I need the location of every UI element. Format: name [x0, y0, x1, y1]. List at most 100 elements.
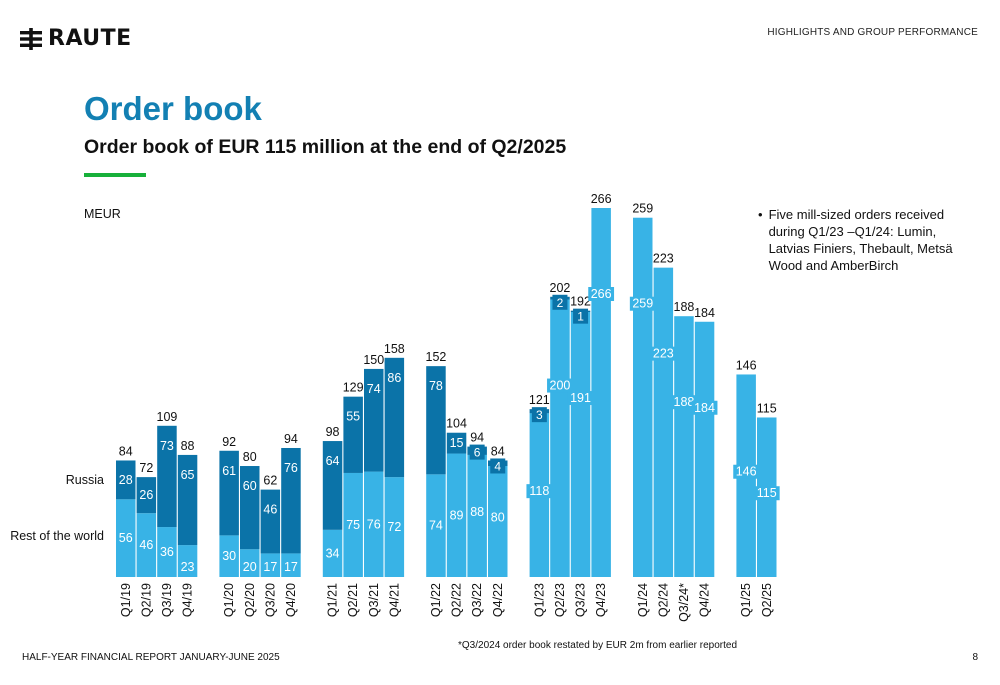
- category-label-7: Q4/20: [284, 583, 298, 617]
- russia-label-13: 15: [450, 436, 464, 450]
- bar-rest-19: [591, 208, 611, 577]
- russia-label-3: 65: [181, 468, 195, 482]
- russia-label-7: 76: [284, 461, 298, 475]
- total-label-17: 202: [550, 281, 571, 295]
- category-label-1: Q2/19: [139, 583, 153, 617]
- page-subtitle: Order book of EUR 115 million at the end…: [84, 136, 567, 158]
- raute-logo: RAUTE: [20, 26, 132, 51]
- total-label-18: 192: [570, 295, 591, 309]
- total-label-21: 223: [653, 252, 674, 266]
- russia-label-4: 61: [222, 464, 236, 478]
- total-label-7: 94: [284, 432, 298, 446]
- category-label-4: Q1/20: [222, 583, 236, 617]
- category-label-22: Q3/24*: [677, 583, 691, 622]
- page-title: Order book: [84, 90, 262, 127]
- rest-label-20: 259: [632, 297, 653, 311]
- bar-russia-12: [426, 366, 446, 475]
- rest-label-20-bg: [629, 296, 656, 311]
- total-label-24: 146: [736, 358, 757, 372]
- raute-logo-icon: [20, 27, 42, 50]
- rest-label-10: 76: [367, 517, 381, 531]
- category-label-21: Q2/24: [656, 583, 670, 617]
- rest-label-5: 20: [243, 560, 257, 574]
- category-label-10: Q3/21: [367, 583, 381, 617]
- bar-russia-13: [446, 432, 467, 454]
- rest-label-17-bg: [547, 378, 573, 393]
- category-label-8: Q1/21: [326, 583, 340, 617]
- rest-label-14-bg: [468, 504, 487, 519]
- russia-label-9: 55: [346, 410, 360, 424]
- rest-label-21: 223: [653, 347, 674, 361]
- category-label-3: Q4/19: [181, 583, 195, 617]
- total-label-13: 104: [446, 417, 467, 431]
- total-label-6: 62: [263, 474, 277, 488]
- russia-label-bg-14: [469, 444, 485, 460]
- rest-label-15-bg: [488, 510, 507, 525]
- rest-label-21-bg: [650, 346, 677, 361]
- category-label-20: Q1/24: [636, 583, 650, 617]
- bar-rest-22: [674, 316, 694, 577]
- bar-russia-2: [157, 425, 177, 528]
- total-label-22: 188: [674, 300, 695, 314]
- rest-label-14: 88: [470, 505, 484, 519]
- bar-russia-3: [177, 454, 198, 546]
- bar-russia-1: [136, 477, 157, 514]
- bar-russia-10: [364, 368, 384, 472]
- category-label-14: Q3/22: [470, 583, 484, 617]
- rest-label-16: 118: [529, 484, 549, 498]
- russia-label-0: 28: [119, 473, 133, 487]
- total-label-12: 152: [426, 350, 447, 364]
- bar-rest-2: [157, 527, 177, 577]
- category-label-17: Q2/23: [553, 583, 567, 617]
- total-label-25: 115: [757, 401, 777, 415]
- bar-russia-6: [260, 489, 281, 554]
- category-label-19: Q4/23: [594, 583, 608, 617]
- bar-rest-23: [694, 321, 715, 577]
- total-label-2: 109: [157, 410, 178, 424]
- russia-label-15: 4: [494, 459, 501, 473]
- bar-russia-11: [384, 357, 405, 478]
- rest-label-16-bg: [526, 484, 553, 499]
- rest-label-7: 17: [284, 560, 298, 574]
- total-label-20: 259: [632, 202, 653, 216]
- rest-label-12: 74: [429, 519, 443, 533]
- category-label-18: Q3/23: [574, 583, 588, 617]
- russia-label-12: 78: [429, 379, 443, 393]
- rest-label-4: 30: [222, 549, 236, 563]
- bar-rest-6: [260, 553, 281, 577]
- russia-label-8: 64: [326, 454, 340, 468]
- rest-label-24-bg: [733, 464, 760, 479]
- rest-label-22: 188: [674, 395, 695, 409]
- total-label-8: 98: [326, 425, 340, 439]
- accent-line: [84, 173, 146, 177]
- russia-label-14: 6: [474, 446, 481, 460]
- bullet-dot: •: [758, 207, 763, 222]
- category-label-11: Q4/21: [387, 583, 401, 617]
- bar-russia-0: [116, 460, 136, 500]
- rest-label-2: 36: [160, 545, 174, 559]
- rest-label-18: 191: [570, 391, 591, 405]
- bar-russia-4: [219, 450, 239, 536]
- legend-russia: Russia: [66, 473, 104, 487]
- russia-label-17: 2: [557, 296, 564, 310]
- footer-note: *Q3/2024 order book restated by EUR 2m f…: [458, 640, 738, 651]
- russia-label-5: 60: [243, 479, 257, 493]
- rest-label-8: 34: [326, 546, 340, 560]
- category-label-5: Q2/20: [243, 583, 257, 617]
- russia-label-16: 3: [536, 408, 543, 422]
- russia-label-10: 74: [367, 382, 381, 396]
- y-unit-label: MEUR: [84, 207, 121, 221]
- total-label-15: 84: [491, 444, 505, 458]
- rest-label-25: 115: [757, 486, 777, 500]
- rest-label-18-bg: [567, 391, 594, 406]
- total-label-3: 88: [181, 439, 195, 453]
- rest-label-24: 146: [736, 465, 757, 479]
- rest-label-25-bg: [753, 486, 780, 501]
- rest-label-23: 184: [694, 401, 715, 415]
- total-label-19: 266: [591, 192, 612, 206]
- russia-label-bg-16: [531, 407, 547, 423]
- russia-label-bg-18: [573, 308, 589, 324]
- russia-label-2: 73: [160, 439, 174, 453]
- russia-label-6: 46: [263, 503, 277, 517]
- total-label-1: 72: [139, 461, 153, 475]
